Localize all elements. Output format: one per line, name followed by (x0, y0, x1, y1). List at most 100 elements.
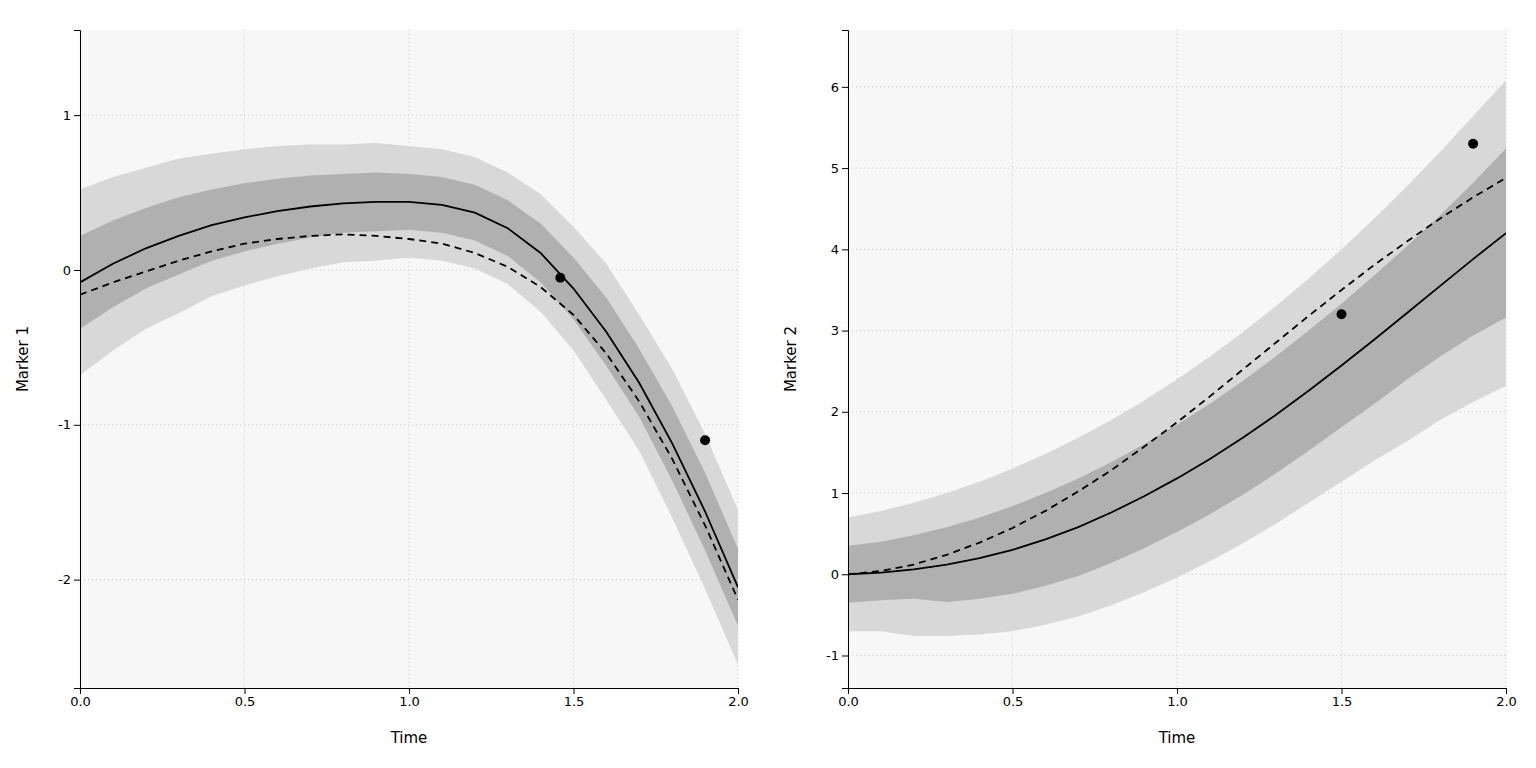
solid-line (80, 202, 738, 588)
axis-line (74, 31, 81, 689)
dashed-line (80, 234, 738, 599)
tick-label: -1 (826, 648, 839, 663)
tick-mark (842, 493, 848, 494)
tick: 2.0 (728, 688, 749, 709)
panel: 0.0 0.5 1.0 1.5 2.0 -1 0 1 2 3 4 5 6 Time Marker 2 (782, 30, 1517, 747)
tick-label: 0.0 (838, 694, 859, 709)
grid-line (848, 86, 1506, 87)
tick-label: 0.5 (1003, 694, 1024, 709)
y-axis-label: Marker 2 (782, 326, 800, 392)
tick-mark (738, 688, 739, 694)
tick-mark (842, 331, 848, 332)
ci-band (80, 143, 738, 665)
tick: 1.5 (564, 688, 585, 709)
tick-label: 0.0 (70, 694, 91, 709)
tick-label: 2.0 (1496, 694, 1517, 709)
point (555, 273, 565, 283)
tick-label: -1 (58, 417, 71, 432)
x-axis-label: Time (390, 729, 428, 747)
tick: 3 (831, 323, 848, 338)
tick-mark (1177, 688, 1178, 694)
tick-label: 4 (831, 242, 839, 257)
tick-label: 2.0 (728, 694, 749, 709)
point (1468, 139, 1478, 149)
point (1337, 309, 1347, 319)
tick: -1 (58, 417, 80, 432)
ci-band (848, 149, 1506, 603)
axis-line (81, 689, 739, 695)
tick: 0.5 (235, 688, 256, 709)
tick-mark (842, 656, 848, 657)
tick-mark (574, 688, 575, 694)
tick: 0 (831, 567, 848, 582)
tick: 0.0 (70, 688, 91, 709)
tick-mark (842, 168, 848, 169)
tick-label: 1 (63, 108, 71, 123)
tick-label: 0 (63, 263, 71, 278)
tick: 1 (831, 486, 848, 501)
grid (80, 30, 738, 688)
tick-mark (1013, 688, 1014, 694)
plot-area (80, 30, 738, 688)
tick: 0.0 (838, 688, 859, 709)
solid-line (848, 233, 1506, 574)
tick-label: -2 (58, 572, 71, 587)
tick-mark (1506, 688, 1507, 694)
tick-mark (842, 87, 848, 88)
tick: 1.0 (1167, 688, 1188, 709)
point (700, 435, 710, 445)
tick: 1 (63, 108, 80, 123)
y-axis-label: Marker 1 (14, 326, 32, 392)
tick-label: 1.5 (1332, 694, 1353, 709)
axis-line (849, 689, 1507, 695)
tick-mark (842, 574, 848, 575)
tick: 1.5 (1332, 688, 1353, 709)
grid (848, 30, 1506, 688)
tick-label: 1.0 (1167, 694, 1188, 709)
tick-label: 0.5 (235, 694, 256, 709)
tick-label: 0 (831, 567, 839, 582)
grid-line (848, 655, 1506, 656)
tick-mark (74, 425, 80, 426)
tick: 0.5 (1003, 688, 1024, 709)
y-axis: -1 0 1 2 3 4 5 6 (826, 31, 848, 689)
ci-band (848, 80, 1506, 636)
axis-line (842, 31, 849, 689)
x-axis: 0.0 0.5 1.0 1.5 2.0 (70, 688, 749, 709)
x-axis: 0.0 0.5 1.0 1.5 2.0 (838, 688, 1517, 709)
tick-mark (74, 115, 80, 116)
tick-label: 2 (831, 404, 839, 419)
tick: 0 (63, 263, 80, 278)
ci-band (80, 172, 738, 626)
tick: 5 (831, 161, 848, 176)
tick: 4 (831, 242, 848, 257)
tick-label: 1 (831, 486, 839, 501)
grid-line (80, 115, 738, 116)
tick: -1 (826, 648, 848, 663)
x-axis-label: Time (1158, 729, 1196, 747)
tick-mark (74, 270, 80, 271)
marks (80, 143, 738, 665)
plot-area (848, 30, 1506, 688)
grid-line (409, 30, 410, 688)
tick-mark (842, 412, 848, 413)
tick: -2 (58, 572, 80, 587)
grid-line (1177, 30, 1178, 688)
tick-mark (1342, 688, 1343, 694)
tick-mark (74, 580, 80, 581)
tick-label: 1.0 (399, 694, 420, 709)
tick: 1.0 (399, 688, 420, 709)
marks (848, 80, 1506, 636)
tick-label: 3 (831, 323, 839, 338)
tick: 2.0 (1496, 688, 1517, 709)
y-axis: -2 -1 0 1 (58, 31, 80, 689)
grid-line (244, 30, 245, 688)
grid-line (573, 30, 574, 688)
tick-label: 6 (831, 80, 839, 95)
tick: 6 (831, 80, 848, 95)
dashed-line (848, 178, 1506, 574)
tick-label: 5 (831, 161, 839, 176)
tick-mark (245, 688, 246, 694)
chart: 0.0 0.5 1.0 1.5 2.0 -2 -1 0 1 Time Marker 1 0.0 0.5 1… (0, 0, 1536, 768)
tick-label: 1.5 (564, 694, 585, 709)
